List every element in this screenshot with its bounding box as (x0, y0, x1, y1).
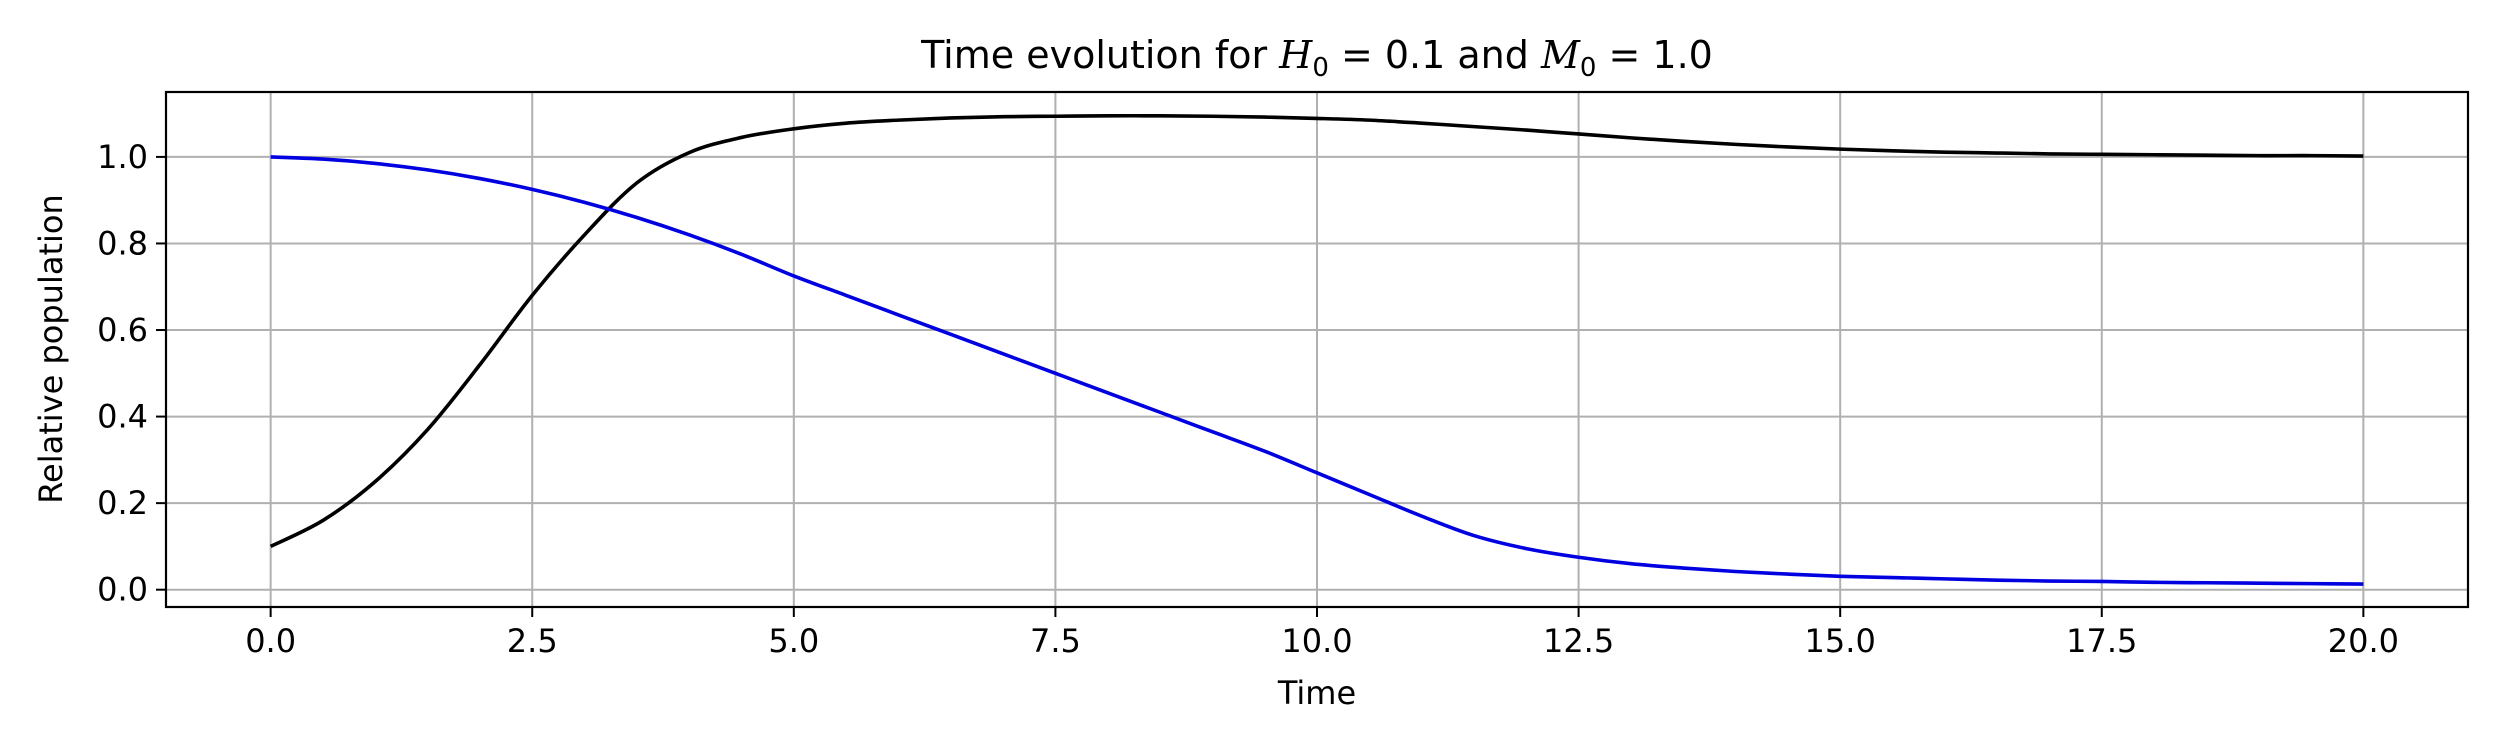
x-tick-label-7: 17.5 (2066, 622, 2137, 660)
series-line-1 (269, 113, 2364, 549)
y-tick-label-2: 0.4 (97, 398, 148, 436)
x-tick-label-4: 10.0 (1281, 622, 1352, 660)
ticks-layer: 0.0 2.5 5.0 7.5 10.0 12.5 15.0 17.5 20.0 0.0 0.2 0.… (97, 138, 2399, 660)
x-tick-label-2: 5.0 (768, 622, 819, 660)
chart-title: Time evolution for H0 = 0.1 and M0 = 1.0 (920, 33, 1713, 83)
x-tick-label-5: 12.5 (1543, 622, 1614, 660)
y-axis-label: Relative population (32, 194, 70, 504)
y-tick-label-3: 0.6 (97, 311, 148, 349)
chart-title-h-symbol: H (1278, 33, 1313, 77)
chart-title-prefix: Time evolution for (920, 33, 1279, 77)
series-line-2 (270, 155, 2364, 586)
grid-layer (166, 92, 2468, 607)
y-tick-label-0: 0.0 (97, 571, 148, 609)
chart-title-h-subscript: 0 (1312, 53, 1329, 83)
chart-title-h-value: = 0.1 and (1329, 33, 1541, 77)
chart-title-m-subscript: 0 (1580, 53, 1597, 83)
y-tick-label-5: 1.0 (97, 138, 148, 176)
x-tick-label-8: 20.0 (2328, 622, 2399, 660)
x-tick-label-3: 7.5 (1030, 622, 1081, 660)
y-tick-label-4: 0.8 (97, 224, 148, 262)
x-tick-label-6: 15.0 (1805, 622, 1876, 660)
chart-title-m-symbol: M (1540, 33, 1581, 77)
x-axis-label: Time (1277, 674, 1356, 712)
series-layer (269, 113, 2364, 586)
x-tick-label-1: 2.5 (507, 622, 558, 660)
x-tick-label-0: 0.0 (245, 622, 296, 660)
y-tick-label-1: 0.2 (97, 484, 148, 522)
chart-title-m-value: = 1.0 (1596, 33, 1712, 77)
